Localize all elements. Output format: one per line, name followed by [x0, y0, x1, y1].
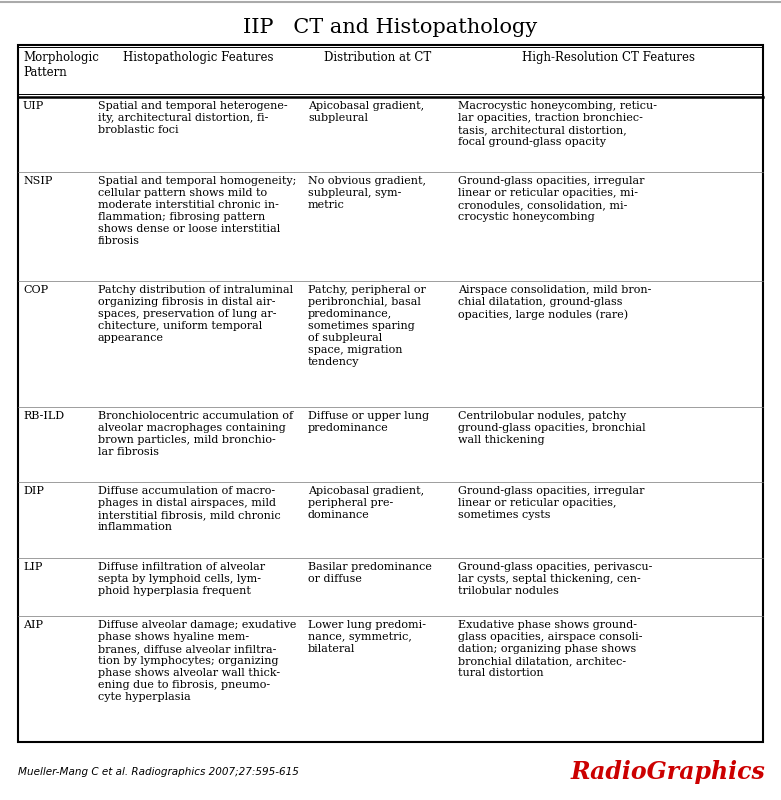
Text: LIP: LIP: [23, 562, 42, 572]
Text: Macrocystic honeycombing, reticu-
lar opacities, traction bronchiec-
tasis, arch: Macrocystic honeycombing, reticu- lar op…: [458, 101, 657, 147]
Text: Diffuse accumulation of macro-
phages in distal airspaces, mild
interstitial fib: Diffuse accumulation of macro- phages in…: [98, 486, 280, 532]
Text: Airspace consolidation, mild bron-
chial dilatation, ground-glass
opacities, lar: Airspace consolidation, mild bron- chial…: [458, 286, 651, 320]
Text: COP: COP: [23, 286, 48, 295]
Text: Ground-glass opacities, irregular
linear or reticular opacities,
sometimes cysts: Ground-glass opacities, irregular linear…: [458, 486, 644, 520]
Text: Spatial and temporal homogeneity;
cellular pattern shows mild to
moderate inters: Spatial and temporal homogeneity; cellul…: [98, 177, 296, 246]
Text: Diffuse alveolar damage; exudative
phase shows hyaline mem-
branes, diffuse alve: Diffuse alveolar damage; exudative phase…: [98, 621, 296, 702]
Text: NSIP: NSIP: [23, 177, 52, 186]
Text: Bronchiolocentric accumulation of
alveolar macrophages containing
brown particle: Bronchiolocentric accumulation of alveol…: [98, 411, 293, 457]
Text: Lower lung predomi-
nance, symmetric,
bilateral: Lower lung predomi- nance, symmetric, bi…: [308, 621, 426, 654]
Bar: [18, 45, 763, 742]
Text: Patchy, peripheral or
peribronchial, basal
predominance,
sometimes sparing
of su: Patchy, peripheral or peribronchial, bas…: [308, 286, 426, 367]
Text: Ground-glass opacities, perivascu-
lar cysts, septal thickening, cen-
trilobular: Ground-glass opacities, perivascu- lar c…: [458, 562, 652, 596]
Text: Distribution at CT: Distribution at CT: [324, 51, 432, 64]
Text: Mueller-Mang C et al. Radiographics 2007;27:595-615: Mueller-Mang C et al. Radiographics 2007…: [18, 767, 299, 777]
Text: No obvious gradient,
subpleural, sym-
metric: No obvious gradient, subpleural, sym- me…: [308, 177, 426, 210]
Text: Ground-glass opacities, irregular
linear or reticular opacities, mi-
cronodules,: Ground-glass opacities, irregular linear…: [458, 177, 644, 222]
Text: UIP: UIP: [23, 101, 45, 111]
Text: Morphologic
Pattern: Morphologic Pattern: [23, 51, 99, 79]
Text: Basilar predominance
or diffuse: Basilar predominance or diffuse: [308, 562, 432, 584]
Text: RB-ILD: RB-ILD: [23, 411, 64, 421]
Text: Spatial and temporal heterogene-
ity, architectural distortion, fi-
broblastic f: Spatial and temporal heterogene- ity, ar…: [98, 101, 287, 135]
Text: Diffuse or upper lung
predominance: Diffuse or upper lung predominance: [308, 411, 429, 433]
Text: Diffuse infiltration of alveolar
septa by lymphoid cells, lym-
phoid hyperplasia: Diffuse infiltration of alveolar septa b…: [98, 562, 265, 596]
Text: RadioGraphics: RadioGraphics: [570, 760, 765, 784]
Text: AIP: AIP: [23, 621, 43, 630]
Text: Patchy distribution of intraluminal
organizing fibrosis in distal air-
spaces, p: Patchy distribution of intraluminal orga…: [98, 286, 293, 343]
Text: Histopathologic Features: Histopathologic Features: [123, 51, 273, 64]
Text: DIP: DIP: [23, 486, 44, 496]
Text: Exudative phase shows ground-
glass opacities, airspace consoli-
dation; organiz: Exudative phase shows ground- glass opac…: [458, 621, 643, 678]
Text: High-Resolution CT Features: High-Resolution CT Features: [522, 51, 694, 64]
Text: Centrilobular nodules, patchy
ground-glass opacities, bronchial
wall thickening: Centrilobular nodules, patchy ground-gla…: [458, 411, 646, 445]
Text: Apicobasal gradient,
peripheral pre-
dominance: Apicobasal gradient, peripheral pre- dom…: [308, 486, 424, 520]
Text: Apicobasal gradient,
subpleural: Apicobasal gradient, subpleural: [308, 101, 424, 123]
Text: IIP   CT and Histopathology: IIP CT and Histopathology: [244, 18, 537, 37]
